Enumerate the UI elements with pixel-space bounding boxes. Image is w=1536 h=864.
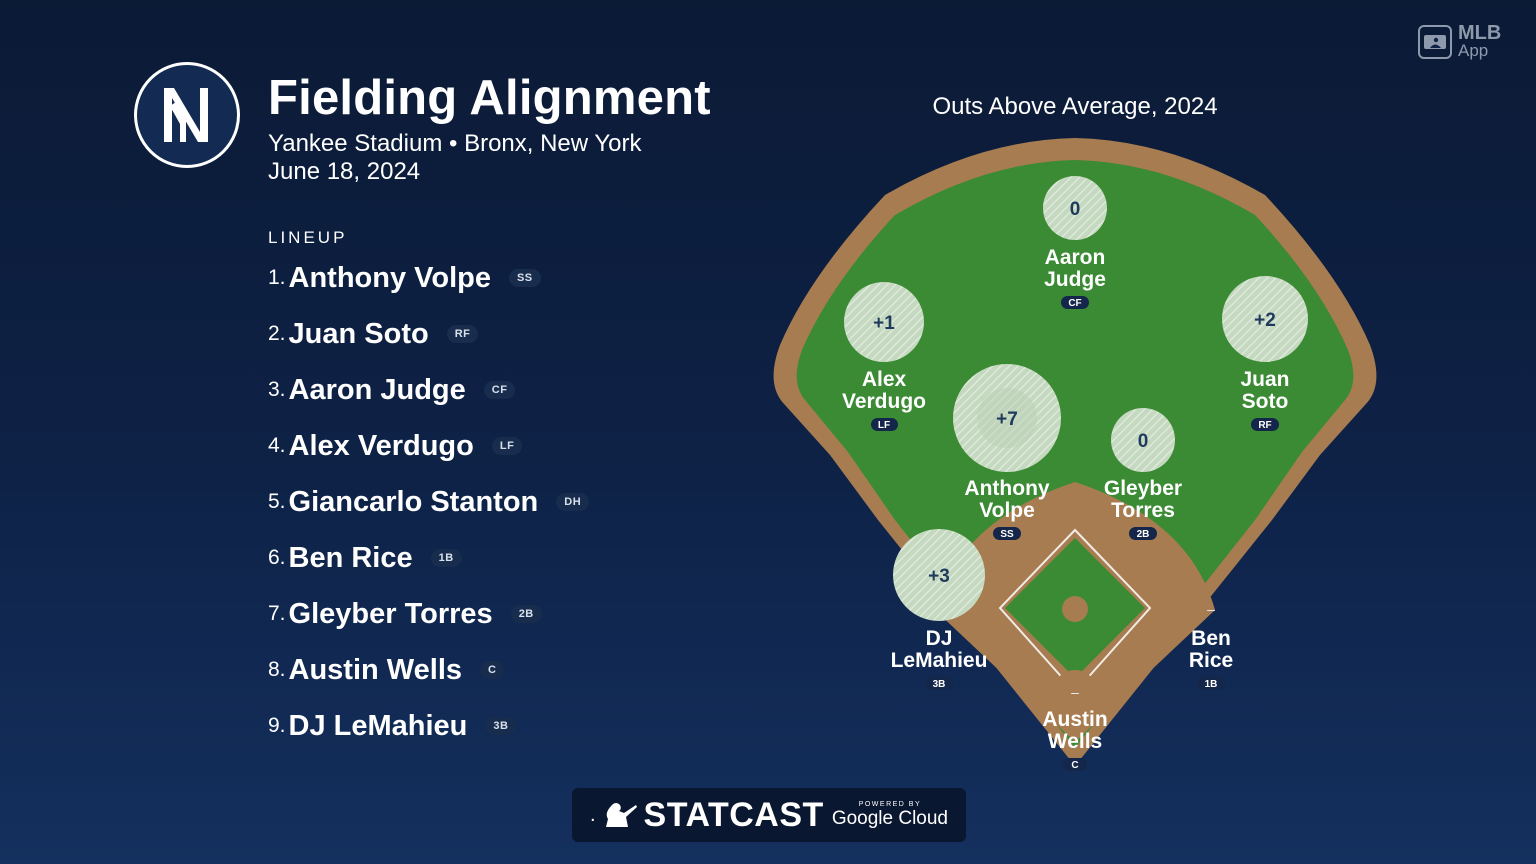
lineup-row: 5. Giancarlo Stanton DH: [268, 484, 590, 520]
game-date: June 18, 2024: [268, 158, 421, 185]
lineup-row: 2. Juan Soto RF: [268, 316, 479, 352]
pos-pill-volpe: SS: [1000, 529, 1014, 540]
player-marker-rice: –: [1207, 601, 1215, 617]
svg-text:+7: +7: [996, 409, 1018, 430]
lineup-position-pill: 2B: [510, 605, 542, 623]
player-last-wells: Wells: [1048, 730, 1102, 753]
lineup-number: 6.: [268, 546, 286, 569]
lineup-number: 7.: [268, 602, 286, 625]
lineup-row: 9. DJ LeMahieu 3B: [268, 708, 517, 744]
player-last-rice: Rice: [1189, 649, 1233, 672]
svg-text:+2: +2: [1254, 310, 1276, 331]
lineup-player-name: Anthony Volpe: [288, 261, 491, 294]
player-first-verdugo: Alex: [862, 368, 907, 391]
svg-text:0: 0: [1138, 431, 1149, 452]
svg-text:+3: +3: [928, 566, 950, 587]
player-first-rice: Ben: [1191, 627, 1231, 650]
venue-subtitle: Yankee Stadium • Bronx, New York: [268, 130, 642, 157]
player-last-volpe: Volpe: [979, 499, 1035, 522]
player-marker-verdugo: +1: [844, 282, 924, 362]
player-first-torres: Gleyber: [1104, 477, 1182, 500]
player-first-volpe: Anthony: [964, 477, 1049, 500]
lineup-row: 8. Austin Wells C: [268, 652, 505, 688]
player-marker-wells: –: [1071, 684, 1079, 700]
lineup-number: 5.: [268, 490, 286, 513]
lineup-number: 9.: [268, 714, 286, 737]
lineup-row: 4. Alex Verdugo LF: [268, 428, 523, 464]
dot-icon: .: [589, 803, 596, 826]
pos-pill-soto: RF: [1258, 420, 1271, 431]
player-last-lemahieu: LeMahieu: [891, 649, 988, 672]
lineup-player-name: Ben Rice: [288, 541, 413, 574]
lineup-position-pill: DH: [556, 493, 590, 511]
oaa-title: Outs Above Average, 2024: [932, 93, 1218, 120]
pos-pill-lemahieu: 3B: [933, 679, 946, 690]
player-marker-lemahieu: +3: [893, 529, 985, 621]
player-marker-volpe: +7: [953, 364, 1061, 472]
outfield-grass: [796, 160, 1354, 748]
pitchers-mound: [1062, 596, 1088, 622]
lineup-row: 1. Anthony Volpe SS: [268, 260, 541, 296]
pos-pill-torres: 2B: [1137, 529, 1150, 540]
lineup-number: 4.: [268, 434, 286, 457]
lineup-player-name: DJ LeMahieu: [288, 709, 468, 742]
player-first-lemahieu: DJ: [926, 627, 953, 650]
statcast-wordmark: STATCAST: [643, 795, 824, 834]
lineup-position-pill: 3B: [485, 717, 517, 735]
lineup-position-pill: 1B: [430, 549, 462, 567]
lineup-player-name: Giancarlo Stanton: [288, 485, 539, 518]
lineup-number: 2.: [268, 322, 286, 345]
pos-pill-judge: CF: [1068, 298, 1081, 309]
lineup-position-pill: CF: [483, 381, 516, 399]
player-marker-judge: 0: [1043, 176, 1107, 240]
player-last-torres: Torres: [1111, 499, 1175, 522]
pos-pill-verdugo: LF: [878, 420, 890, 431]
google-cloud-label: Google Cloud: [831, 807, 949, 829]
lineup-row: 6. Ben Rice 1B: [268, 540, 462, 576]
lineup-position-pill: RF: [446, 325, 479, 343]
player-first-wells: Austin: [1042, 708, 1107, 731]
pos-pill-rice: 1B: [1205, 679, 1218, 690]
batter-silhouette-icon: [605, 803, 637, 827]
player-last-soto: Soto: [1242, 390, 1289, 413]
lineup-player-name: Alex Verdugo: [288, 429, 474, 462]
lineup-row: 7. Gleyber Torres 2B: [268, 596, 542, 632]
player-first-judge: Aaron: [1045, 246, 1106, 269]
lineup-player-name: Juan Soto: [288, 317, 429, 350]
player-last-verdugo: Verdugo: [842, 390, 926, 413]
page-title: Fielding Alignment: [268, 71, 711, 125]
lineup-heading: LINEUP: [268, 228, 348, 247]
mlb-app-logo: MLB App: [1418, 22, 1502, 60]
powered-by-label: POWERED BY: [858, 800, 922, 808]
player-marker-torres: 0: [1111, 408, 1175, 472]
lineup-position-pill: LF: [491, 437, 523, 455]
player-first-soto: Juan: [1240, 368, 1289, 391]
svg-text:0: 0: [1070, 199, 1081, 220]
lineup-position-pill: SS: [508, 269, 541, 287]
pos-pill-wells: C: [1071, 760, 1078, 771]
lineup-player-name: Austin Wells: [288, 653, 463, 686]
ny-logo-icon: [164, 88, 208, 142]
mlb-logo-icon: [1418, 25, 1452, 59]
svg-text:+1: +1: [873, 313, 895, 334]
player-last-judge: Judge: [1044, 268, 1106, 291]
lineup-player-name: Gleyber Torres: [288, 597, 493, 630]
statcast-branding: . STATCAST POWERED BY Google Cloud: [572, 788, 966, 842]
app-label: App: [1458, 41, 1489, 60]
lineup-number: 3.: [268, 378, 286, 401]
lineup-number: 8.: [268, 658, 286, 681]
lineup-row: 3. Aaron Judge CF: [268, 372, 516, 408]
yankees-logo: [134, 62, 240, 168]
lineup-position-pill: C: [480, 661, 505, 679]
lineup-number: 1.: [268, 266, 286, 289]
mlb-label: MLB: [1458, 22, 1502, 44]
player-marker-soto: +2: [1222, 276, 1308, 362]
lineup-player-name: Aaron Judge: [288, 373, 466, 406]
home-plate-area: [1053, 670, 1097, 714]
